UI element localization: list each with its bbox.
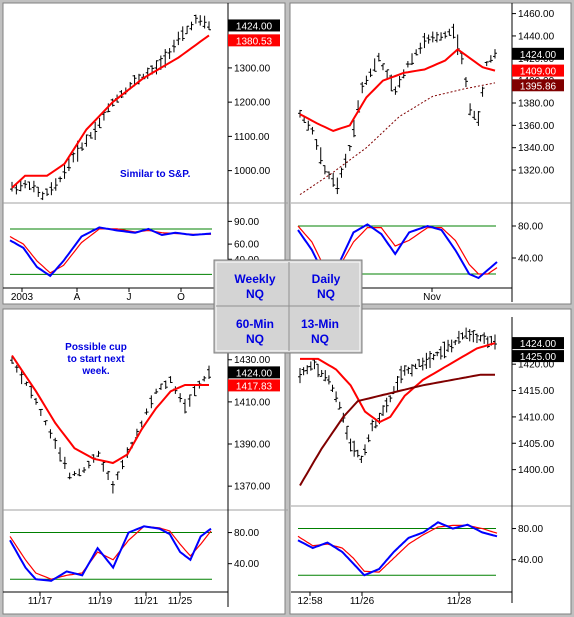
daily-moving-average-2 xyxy=(299,82,496,196)
sixty-min-chart: 1370.00 1390.00 1410.00 1430.00 40.00 80.00 11… xyxy=(3,340,288,607)
thirteen-min-box-label: 13-Min NQ xyxy=(301,317,339,346)
sixty-min-oscillator-blue xyxy=(9,525,212,582)
sixty-min-price-tick-label: 1430.00 xyxy=(234,355,271,366)
weekly-price-tick-label: 1300.00 xyxy=(234,63,271,74)
thirteen-min-time-tick-label: 11/28 xyxy=(447,596,472,607)
weekly-indicator-tick-label: 60.00 xyxy=(234,240,259,251)
thirteen-min-moving-average-2 xyxy=(299,373,495,487)
thirteen-min-ma-price-tag xyxy=(512,350,564,363)
daily-price-bars xyxy=(298,23,497,195)
sixty-min-moving-average-1 xyxy=(11,354,209,465)
thirteen-min-price-tick-label: 1420.00 xyxy=(518,360,555,371)
daily-price-tick-label: 1360.00 xyxy=(518,121,555,132)
daily-ma-price-label: 1409.00 xyxy=(520,67,557,78)
daily-moving-average-1 xyxy=(299,48,496,132)
sixty-min-box-label: 60-Min NQ xyxy=(236,317,274,346)
daily-ma-price-tag xyxy=(512,64,564,77)
daily-price-tick-label: 1320.00 xyxy=(518,166,555,177)
daily-ma-price-label: 1395.86 xyxy=(520,81,557,92)
weekly-price-tick-label: 1000.00 xyxy=(234,166,271,177)
thirteen-min-indicator-tick-label: 40.00 xyxy=(518,555,543,566)
weekly-last-price-label: 1424.00 xyxy=(236,21,273,32)
weekly-chart: 1000.001100.001200.001300.0040.0060.0090… xyxy=(3,3,288,303)
sixty-min-annotation-line-3: week. xyxy=(81,366,109,377)
weekly-time-tick-label: O xyxy=(177,292,185,303)
sixty-min-price-tick-label: 1410.00 xyxy=(234,397,271,408)
sixty-min-price-tick-label: 1370.00 xyxy=(234,482,271,493)
sixty-min-last-price-label: 1424.00 xyxy=(236,368,273,379)
daily-indicator-tick-label: 40.00 xyxy=(518,254,543,265)
sixty-min-price-tick-label: 1390.00 xyxy=(234,440,271,451)
sixty-min-ma-price-tag xyxy=(228,379,280,392)
sixty-min-last-price-tag xyxy=(228,366,280,379)
thirteen-min-ma-price-label: 1425.00 xyxy=(520,352,557,363)
weekly-ma-price-label: 1380.53 xyxy=(236,36,273,47)
weekly-moving-average-1 xyxy=(11,34,210,189)
thirteen-min-chart: 1400.00 1405.00 1410.00 1415.00 1420.00 40.00… xyxy=(291,317,572,607)
daily-chart: 1320.001340.001360.001380.001400.001420.… xyxy=(291,3,572,303)
thirteen-min-last-price-label: 1424.00 xyxy=(520,339,557,350)
sixty-min-ma-price-label: 1417.83 xyxy=(236,381,273,392)
sixty-min-time-tick-label: 11/19 xyxy=(88,596,113,607)
weekly-indicator-tick-label: 90.00 xyxy=(234,217,259,228)
thirteen-min-last-price-tag xyxy=(512,337,564,350)
sixty-min-indicator-tick-label: 80.00 xyxy=(234,528,259,539)
thirteen-min-price-tick-label: 1410.00 xyxy=(518,412,555,423)
weekly-ma-price-tag xyxy=(228,34,280,47)
weekly-last-price-tag xyxy=(228,19,280,32)
weekly-price-tick-label: 1100.00 xyxy=(234,132,270,143)
weekly-annotation: Similar to S&P. xyxy=(120,169,191,180)
sixty-min-price-bars xyxy=(10,356,211,494)
daily-ma-price-tag xyxy=(512,79,564,92)
thirteen-min-price-tick-label: 1400.00 xyxy=(518,465,555,476)
thirteen-min-price-tick-label: 1415.00 xyxy=(518,386,555,397)
thirteen-min-time-tick-label: 11/26 xyxy=(350,596,375,607)
sixty-min-annotation-line-1: Possible cup xyxy=(65,342,127,353)
sixty-min-oscillator-red xyxy=(9,525,212,580)
weekly-time-tick-label: A xyxy=(74,292,81,303)
sixty-min-time-tick-label: 11/25 xyxy=(168,596,193,607)
sixty-min-panel xyxy=(2,308,286,615)
daily-box-label: Daily NQ xyxy=(312,272,341,301)
daily-price-tick-label: 1460.00 xyxy=(518,9,555,20)
thirteen-min-oscillator-blue xyxy=(297,521,498,577)
daily-time-tick-label: Nov xyxy=(423,292,441,303)
timeframe-box: Weekly NQ Daily NQ 60-Min NQ 13-Min NQ xyxy=(213,259,363,354)
thirteen-min-moving-average-1 xyxy=(300,342,496,424)
thirteen-min-indicator-tick-label: 80.00 xyxy=(518,524,543,535)
daily-price-tick-label: 1440.00 xyxy=(518,31,555,42)
thirteen-min-price-tick-label: 1405.00 xyxy=(518,439,555,450)
weekly-time-tick-label: 2003 xyxy=(11,292,34,303)
weekly-time-tick-label: J xyxy=(127,292,132,303)
weekly-oscillator-blue xyxy=(9,226,212,278)
weekly-price-tick-label: 1200.00 xyxy=(234,98,271,109)
daily-last-price-tag xyxy=(512,47,564,60)
weekly-box-label: Weekly NQ xyxy=(234,272,275,301)
daily-price-tick-label: 1340.00 xyxy=(518,143,555,154)
sixty-min-indicator-tick-label: 40.00 xyxy=(234,559,259,570)
sixty-min-time-tick-label: 11/17 xyxy=(28,596,53,607)
daily-last-price-label: 1424.00 xyxy=(520,50,557,61)
sixty-min-time-tick-label: 11/21 xyxy=(134,596,159,607)
sixty-min-annotation-line-2: to start next xyxy=(67,354,125,365)
daily-indicator-tick-label: 80.00 xyxy=(518,222,543,233)
daily-price-tick-label: 1380.00 xyxy=(518,99,555,110)
weekly-panel xyxy=(2,2,286,305)
thirteen-min-time-tick-label: 12:58 xyxy=(297,596,322,607)
